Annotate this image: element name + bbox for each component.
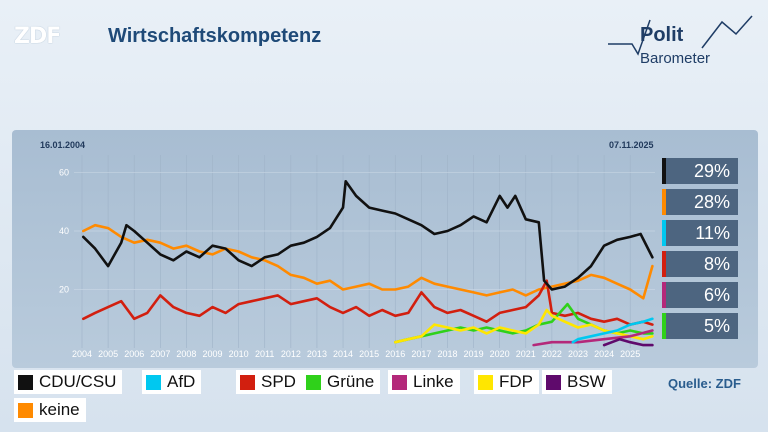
legend-item: Linke xyxy=(388,370,460,394)
x-tick-label: 2011 xyxy=(255,349,274,359)
brand-line2: Barometer xyxy=(640,50,711,67)
current-value-box: 5% xyxy=(662,313,738,339)
series-line-spd xyxy=(82,279,654,326)
politbarometer-mark-icon xyxy=(608,15,753,56)
legend-swatch xyxy=(18,402,33,418)
y-tick-label: 40 xyxy=(59,226,69,236)
legend-swatch xyxy=(306,374,321,390)
x-tick-label: 2022 xyxy=(542,349,562,359)
y-tick-label: 20 xyxy=(59,285,69,295)
x-tick-label: 2020 xyxy=(490,349,510,359)
legend-swatch xyxy=(478,374,493,390)
x-tick-label: 2009 xyxy=(203,349,223,359)
x-tick-label: 2021 xyxy=(516,349,536,359)
x-tick-label: 2018 xyxy=(437,349,457,359)
current-value-box: 6% xyxy=(662,282,738,308)
x-tick-label: 2010 xyxy=(229,349,249,359)
current-value-box: 8% xyxy=(662,251,738,277)
legend-label: AfD xyxy=(167,372,196,391)
x-tick-label: 2007 xyxy=(150,349,170,359)
x-tick-label: 2019 xyxy=(464,349,484,359)
x-tick-label: 2006 xyxy=(124,349,144,359)
zdf-logo: ZDF xyxy=(14,24,61,49)
x-tick-label: 2017 xyxy=(411,349,431,359)
x-tick-label: 2013 xyxy=(307,349,327,359)
current-value-box: 11% xyxy=(662,220,738,246)
x-tick-label: 2024 xyxy=(594,349,614,359)
x-tick-label: 2016 xyxy=(385,349,405,359)
y-tick-label: 60 xyxy=(59,168,69,178)
legend-swatch xyxy=(146,374,161,390)
series-line-linke xyxy=(532,329,654,347)
x-tick-label: 2015 xyxy=(359,349,379,359)
date-end: 07.11.2025 xyxy=(609,140,654,150)
brand-line1: Polit xyxy=(640,24,684,46)
chart-panel xyxy=(12,130,758,368)
x-tick-label: 2004 xyxy=(72,349,92,359)
date-start: 16.01.2004 xyxy=(40,140,86,150)
legend-label: SPD xyxy=(261,372,296,391)
page-title: Wirtschaftskompetenz xyxy=(108,25,322,47)
x-tick-label: 2005 xyxy=(98,349,118,359)
current-value-box: 29% xyxy=(662,158,738,184)
series-line-afd xyxy=(571,317,654,344)
x-tick-label: 2008 xyxy=(176,349,196,359)
legend-swatch xyxy=(240,374,255,390)
legend-item: BSW xyxy=(542,370,612,394)
series-line-cdu-csu xyxy=(82,180,654,291)
legend-item: keine xyxy=(14,398,86,422)
series-line-bsw xyxy=(602,337,654,347)
legend-label: CDU/CSU xyxy=(39,372,117,391)
politbarometer-logo: Polit Barometer xyxy=(604,14,754,74)
legend-label: Linke xyxy=(413,372,454,391)
legend-item: SPD xyxy=(236,370,302,394)
legend-item: Grüne xyxy=(302,370,381,394)
series-line-keine xyxy=(82,223,654,300)
legend-label: FDP xyxy=(499,372,533,391)
x-tick-label: 2014 xyxy=(333,349,353,359)
current-value-box: 28% xyxy=(662,189,738,215)
legend-item: FDP xyxy=(474,370,539,394)
legend-label: keine xyxy=(39,400,80,419)
legend-label: Grüne xyxy=(327,372,375,391)
legend-item: CDU/CSU xyxy=(14,370,123,394)
legend-swatch xyxy=(18,374,33,390)
x-tick-label: 2023 xyxy=(568,349,588,359)
legend-label: BSW xyxy=(567,372,606,391)
legend-swatch xyxy=(392,374,407,390)
legend-swatch xyxy=(546,374,561,390)
legend-item: AfD xyxy=(142,370,202,394)
x-tick-label: 2025 xyxy=(620,349,640,359)
source-label: Quelle: ZDF xyxy=(668,376,741,391)
series-line-gr-ne xyxy=(393,302,654,344)
x-tick-label: 2012 xyxy=(281,349,301,359)
